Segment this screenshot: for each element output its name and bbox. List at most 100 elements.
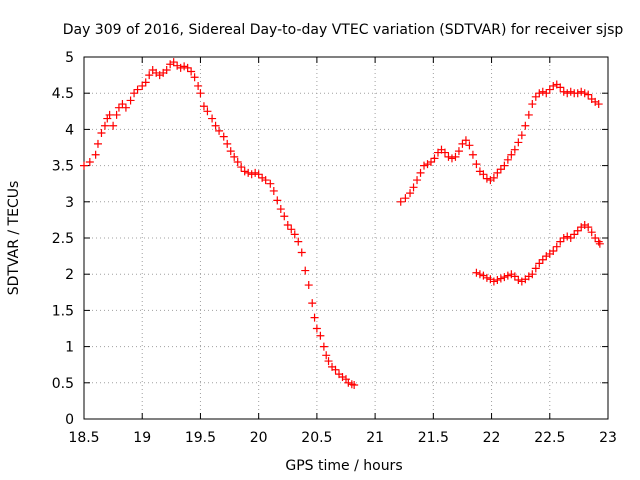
data-point xyxy=(266,179,275,188)
data-point xyxy=(552,242,561,251)
data-point xyxy=(183,63,192,72)
data-point xyxy=(451,152,460,161)
x-tick-label: 19 xyxy=(133,430,151,446)
data-point xyxy=(570,230,579,239)
data-point xyxy=(521,121,530,130)
data-point xyxy=(535,89,544,98)
data-point xyxy=(577,223,586,232)
x-tick-label: 20.5 xyxy=(301,430,332,446)
data-point xyxy=(496,165,505,174)
data-point xyxy=(194,81,203,90)
data-point xyxy=(507,150,516,159)
data-point xyxy=(538,87,547,96)
data-point xyxy=(118,100,127,109)
data-point xyxy=(173,61,182,70)
data-point xyxy=(324,357,333,366)
data-point xyxy=(294,237,303,246)
y-tick-label: 4.5 xyxy=(52,86,74,102)
y-tick-label: 2.5 xyxy=(52,231,74,247)
data-point xyxy=(133,85,142,94)
data-point xyxy=(500,273,509,282)
data-point xyxy=(237,163,246,172)
data-point xyxy=(493,168,502,177)
data-point xyxy=(416,168,425,177)
data-point xyxy=(100,121,109,130)
data-point xyxy=(196,89,205,98)
data-point xyxy=(121,103,130,112)
data-point xyxy=(97,129,106,138)
data-point xyxy=(247,170,256,179)
data-point xyxy=(312,324,321,333)
data-point xyxy=(514,275,523,284)
data-point xyxy=(401,194,410,203)
data-point xyxy=(577,87,586,96)
data-point xyxy=(482,273,491,282)
data-point xyxy=(444,152,453,161)
data-point xyxy=(545,85,554,94)
data-point xyxy=(93,139,102,148)
y-axis-label: SDTVAR / TECUs xyxy=(6,181,22,296)
data-point xyxy=(199,102,208,111)
series-segment-2 xyxy=(396,80,603,206)
data-point xyxy=(215,126,224,135)
data-point xyxy=(180,62,189,71)
data-point xyxy=(244,168,253,177)
y-tick-label: 1.5 xyxy=(52,303,74,319)
data-point xyxy=(423,160,432,169)
data-point xyxy=(510,272,519,281)
data-point xyxy=(276,205,285,214)
data-point xyxy=(486,275,495,284)
data-point xyxy=(566,87,575,96)
data-point xyxy=(447,154,456,163)
x-tick-label: 21 xyxy=(366,430,384,446)
y-tick-label: 5 xyxy=(65,50,74,66)
data-point xyxy=(155,71,164,80)
data-point xyxy=(531,264,540,273)
data-point xyxy=(350,380,359,389)
data-point xyxy=(531,92,540,101)
data-point xyxy=(517,131,526,140)
data-point xyxy=(563,89,572,98)
data-point xyxy=(112,110,121,119)
data-point xyxy=(273,196,282,205)
data-point xyxy=(542,252,551,261)
x-tick-label: 21.5 xyxy=(418,430,449,446)
data-point xyxy=(80,161,88,170)
data-point xyxy=(524,110,533,119)
y-tick-label: 0.5 xyxy=(52,376,74,392)
grid-lines xyxy=(84,57,608,419)
y-tick-label: 4 xyxy=(65,122,74,138)
data-point xyxy=(542,89,551,98)
data-point xyxy=(573,226,582,235)
series-segment-3 xyxy=(472,220,604,286)
x-axis-ticks: 18.5 19 19.5 20 20.5 21 21.5 22 22.5 23 xyxy=(68,57,617,446)
data-point xyxy=(331,365,340,374)
data-point xyxy=(591,234,600,242)
y-tick-label: 2 xyxy=(65,267,74,283)
data-point xyxy=(145,71,154,80)
data-point xyxy=(396,197,405,206)
data-point xyxy=(141,78,150,87)
data-point xyxy=(105,110,114,119)
data-point xyxy=(482,174,491,183)
data-point xyxy=(219,132,228,141)
data-point xyxy=(559,234,568,242)
data-point xyxy=(489,277,498,286)
data-point xyxy=(573,89,582,98)
x-tick-label: 18.5 xyxy=(68,430,99,446)
data-point xyxy=(109,121,118,130)
series-segment-1 xyxy=(80,58,359,389)
y-tick-label: 0 xyxy=(65,412,74,428)
data-point xyxy=(261,176,270,185)
y-axis-ticks: 0 0.5 1 1.5 2 2.5 3 3.5 4 4.5 5 xyxy=(52,50,608,428)
y-tick-label: 3 xyxy=(65,195,74,211)
data-point xyxy=(230,152,239,161)
data-point xyxy=(316,331,325,340)
data-point xyxy=(472,268,481,277)
chart-title: Day 309 of 2016, Sidereal Day-to-day VTE… xyxy=(63,22,624,38)
data-point xyxy=(166,60,175,69)
data-point xyxy=(297,248,306,257)
data-point xyxy=(454,147,463,156)
x-tick-label: 19.5 xyxy=(185,430,216,446)
